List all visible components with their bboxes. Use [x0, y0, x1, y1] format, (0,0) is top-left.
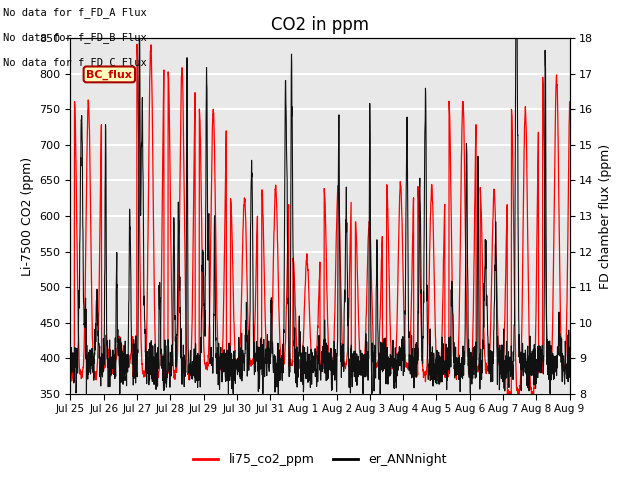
- Text: No data for f_FD_C_Flux: No data for f_FD_C_Flux: [3, 57, 147, 68]
- Text: BC_flux: BC_flux: [86, 69, 132, 80]
- Y-axis label: Li-7500 CO2 (ppm): Li-7500 CO2 (ppm): [21, 156, 34, 276]
- Text: No data for f_FD_B Flux: No data for f_FD_B Flux: [3, 32, 147, 43]
- Text: No data for f_FD_A Flux: No data for f_FD_A Flux: [3, 7, 147, 18]
- Title: CO2 in ppm: CO2 in ppm: [271, 16, 369, 34]
- Y-axis label: FD chamber flux (ppm): FD chamber flux (ppm): [599, 144, 612, 288]
- Legend: li75_co2_ppm, er_ANNnight: li75_co2_ppm, er_ANNnight: [188, 448, 452, 471]
